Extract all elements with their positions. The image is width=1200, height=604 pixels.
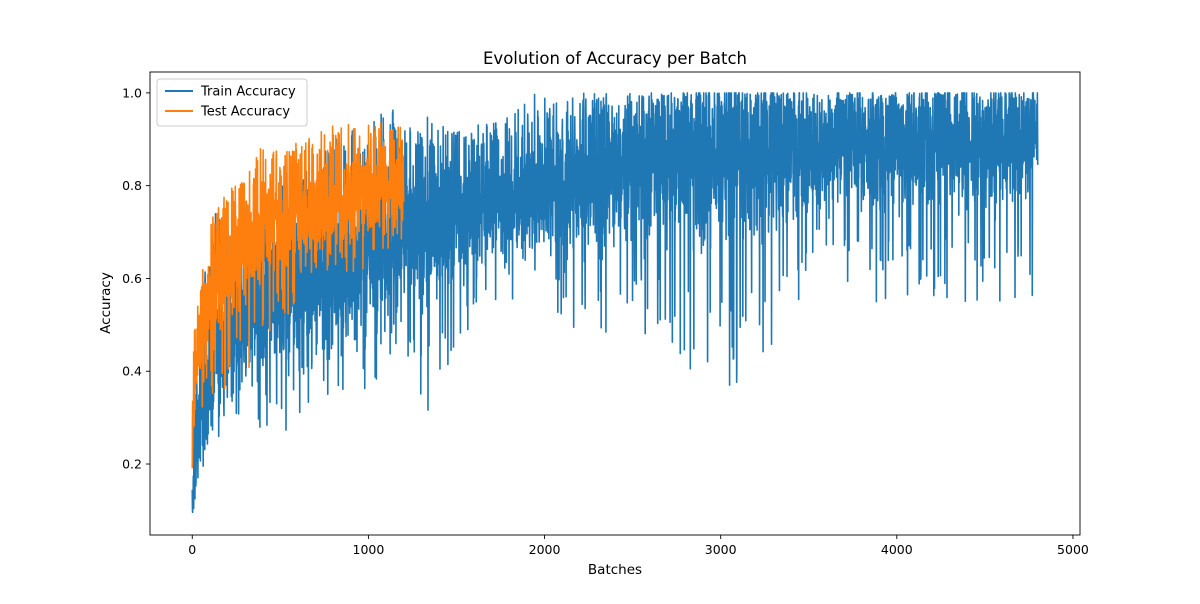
series-layer: [191, 92, 1039, 514]
x-tick-label: 3000: [705, 542, 737, 557]
x-tick-label: 1000: [353, 542, 385, 557]
y-tick-label: 1.0: [122, 85, 142, 100]
chart-title: Evolution of Accuracy per Batch: [483, 49, 747, 68]
y-tick-label: 0.6: [122, 271, 142, 286]
legend-label-train: Train Accuracy: [200, 85, 296, 100]
y-tick-label: 0.8: [122, 178, 142, 193]
x-tick-label: 0: [188, 542, 196, 557]
x-tick-label: 2000: [529, 542, 561, 557]
test-accuracy-line: [191, 122, 405, 469]
x-tick-label: 5000: [1057, 542, 1089, 557]
y-axis-label: Accuracy: [98, 272, 114, 334]
y-tick-label: 0.4: [122, 364, 142, 379]
legend-label-test: Test Accuracy: [200, 105, 290, 120]
y-tick-label: 0.2: [122, 457, 142, 472]
x-axis-ticks: 0 1000 2000 3000 4000 5000: [188, 535, 1089, 557]
y-axis-ticks: 0.2 0.4 0.6 0.8 1.0: [122, 85, 150, 472]
legend[interactable]: Train Accuracy Test Accuracy: [156, 78, 308, 127]
train-accuracy-line: [191, 92, 1039, 514]
plot-area: [149, 71, 1081, 536]
x-tick-label: 4000: [881, 542, 913, 557]
legend-box: [156, 78, 308, 127]
x-axis-label: Batches: [588, 562, 642, 578]
axes-frame: [149, 71, 1081, 536]
